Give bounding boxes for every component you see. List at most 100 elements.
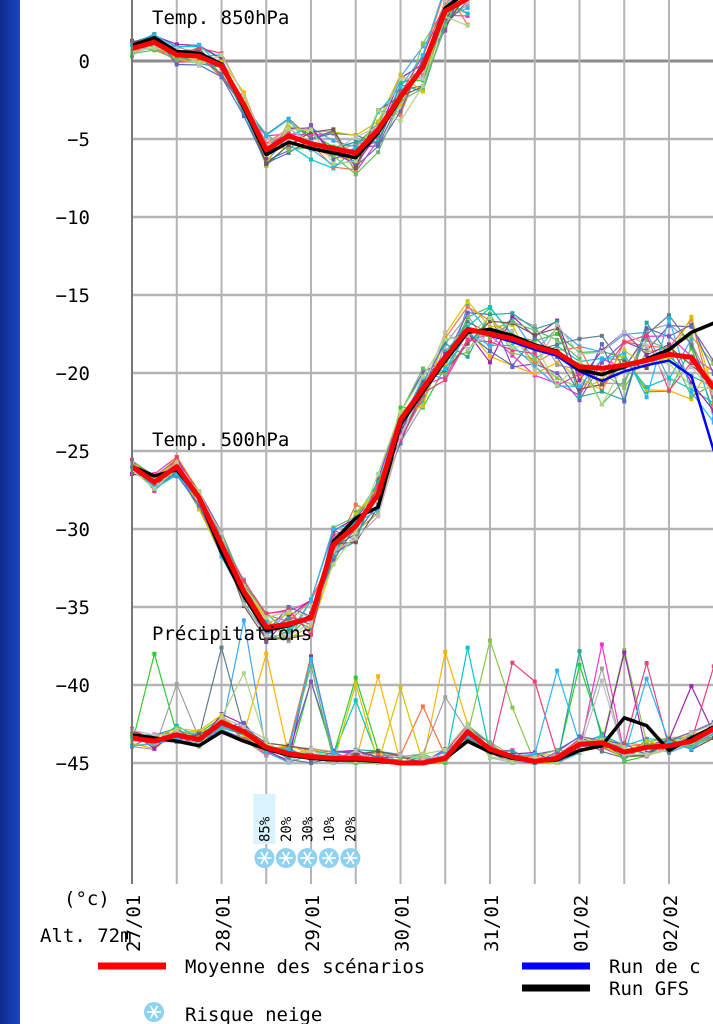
ensemble-member-point (286, 619, 291, 624)
ensemble-member-point (465, 319, 470, 324)
y-tick-label: −40 (56, 675, 90, 697)
ensemble-member-point (555, 747, 560, 752)
ensemble-member-point (622, 743, 627, 748)
ensemble-member-point (644, 350, 649, 355)
x-tick-label: 29/01 (302, 895, 324, 952)
ensemble-member-point (331, 138, 336, 143)
ensemble-member-point (241, 602, 246, 607)
ensemble-member-point (555, 761, 560, 765)
ensemble-member-point (599, 734, 604, 739)
ensemble-member-point (197, 63, 202, 68)
ensemble-member-point (711, 394, 713, 399)
ensemble-member-point (622, 378, 627, 383)
ensemble-member-point (644, 366, 649, 371)
ensemble-member-point (219, 533, 224, 538)
ensemble-member-point (286, 626, 291, 631)
ensemble-member-point (376, 483, 381, 488)
x-tick-label: 31/01 (481, 895, 503, 952)
ensemble-member-point (577, 390, 582, 395)
ensemble-member-point (443, 695, 448, 700)
ensemble-member-point (286, 124, 291, 129)
ensemble-member-point (622, 757, 627, 762)
ensemble-member-point (644, 385, 649, 390)
ensemble-member-point (398, 409, 403, 414)
ensemble-member-point (219, 726, 224, 731)
ensemble-member-point (577, 384, 582, 389)
ensemble-member-point (309, 656, 313, 661)
ensemble-member-point (331, 161, 336, 166)
ensemble-member-point (376, 133, 381, 138)
ensemble-member-point (331, 753, 336, 758)
ensemble-member-point (309, 137, 313, 142)
ensemble-member-point (264, 133, 269, 138)
ensemble-member-point (488, 324, 492, 329)
ensemble-member-point (555, 332, 560, 337)
ensemble-member-point (711, 722, 713, 727)
ensemble-member-point (174, 458, 179, 463)
ensemble-member-point (174, 727, 179, 732)
legend-label-snow: Risque neige (185, 1004, 322, 1024)
ensemble-member-point (532, 366, 537, 371)
y-tick-label: −15 (56, 285, 90, 307)
ensemble-member-point (689, 317, 694, 322)
ensemble-member-point (510, 345, 515, 350)
ensemble-member-point (420, 366, 425, 371)
snowflake-icon (340, 848, 361, 868)
ensemble-member-point (219, 724, 224, 729)
ensemble-member-point (219, 645, 224, 650)
ensemble-member-point (264, 651, 269, 656)
ensemble-member-point (309, 133, 313, 138)
ensemble-member-point (309, 125, 313, 130)
ensemble-member-point (376, 144, 381, 149)
ensemble-member-point (667, 750, 671, 755)
ensemble-member-point (443, 364, 448, 369)
ensemble-member-point (241, 724, 246, 729)
ensemble-member-point (555, 360, 560, 365)
ensemble-member-point (689, 746, 694, 751)
ensemble-member-point (465, 299, 470, 304)
ensemble-member-point (264, 617, 269, 622)
ensemble-member-point (353, 165, 358, 170)
y-tick-label: −35 (56, 597, 90, 619)
ensemble-member-point (555, 322, 560, 327)
ensemble-member-point (689, 730, 694, 735)
ensemble-member-point (465, 23, 470, 28)
ensemble-member-point (286, 131, 291, 136)
ensemble-member-point (532, 371, 537, 376)
ensemble-member-point (577, 649, 582, 654)
ensemble-member-point (443, 372, 448, 377)
ensemble-member-point (219, 74, 224, 79)
ensemble-member-point (420, 404, 425, 409)
ensemble-member-point (398, 82, 403, 87)
ensemble-member-point (711, 361, 713, 366)
ensemble-member-point (376, 511, 381, 516)
ensemble-member-point (376, 476, 381, 481)
ensemble-member-point (376, 108, 381, 113)
ensemble-member-point (420, 754, 425, 759)
ensemble-member-point (420, 41, 425, 46)
ensemble-member-point (577, 394, 582, 399)
ensemble-member-point (420, 752, 425, 757)
ensemble-member-point (622, 359, 627, 364)
ensemble-member-point (711, 420, 713, 425)
ensemble-member-point (711, 408, 713, 413)
ensemble-member-point (398, 102, 403, 107)
ensemble-member-point (174, 723, 179, 728)
ensemble-member-point (510, 705, 515, 710)
ensemble-member-point (152, 48, 157, 53)
ensemble-member-point (353, 502, 358, 507)
ensemble-member-point (376, 480, 381, 485)
ensemble-member-point (309, 130, 313, 135)
ensemble-member-point (622, 399, 627, 404)
y-unit-label: (°c) (64, 888, 110, 910)
ensemble-member-point (577, 378, 582, 383)
ensemble-member-point (599, 678, 604, 683)
ensemble-member-point (398, 87, 403, 92)
ensemble-member-point (622, 650, 627, 655)
ensemble-member-point (577, 360, 582, 365)
ensemble-member-point (532, 357, 537, 362)
ensemble-member-point (532, 364, 537, 369)
ensemble-member-point (376, 749, 381, 754)
ensemble-member-point (644, 328, 649, 333)
ensemble-member-point (264, 637, 269, 642)
